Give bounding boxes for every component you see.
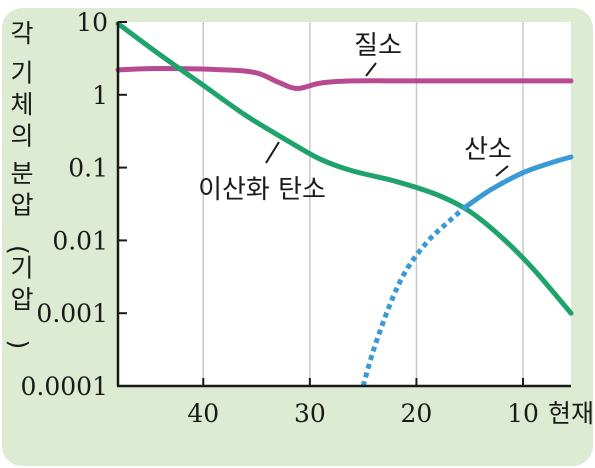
- plot-area: [118, 22, 571, 386]
- x-tick-label: 20: [401, 399, 433, 428]
- y-tick-label: 10: [76, 8, 108, 37]
- oxygen-leader-line: [495, 165, 509, 177]
- y-axis-title-char: ): [4, 340, 33, 350]
- axis-layer: [116, 22, 571, 388]
- y-tick-label: 0.001: [36, 299, 108, 328]
- oxygen-dotted-line: [360, 205, 467, 387]
- x-tick-label: 30: [294, 399, 326, 428]
- y-axis-title-char: 체: [10, 90, 33, 119]
- y-axis-title: 각 기 체 의 분 압(기 압): [4, 19, 33, 349]
- y-axis-title-char: 기: [10, 59, 33, 88]
- y-tick-label: 0.01: [52, 226, 108, 255]
- oxygen-label: 산소: [464, 135, 512, 165]
- y-axis-title-char: 기: [10, 254, 33, 283]
- series-layer: [115, 21, 574, 387]
- tick-layer: 40 30 20 10 10 1 0.1 0.01 0.001 0.0001: [21, 8, 539, 428]
- x-tick-label: 10: [507, 399, 539, 428]
- y-axis-title-char: 압: [10, 191, 33, 220]
- y-axis-title-char: 분: [10, 159, 33, 188]
- co2-leader-line: [265, 141, 280, 164]
- co2-line: [115, 21, 574, 316]
- y-tick-label: 0.0001: [21, 372, 108, 401]
- y-axis-title-char: 의: [10, 122, 33, 151]
- y-tick-label: 1: [92, 81, 108, 110]
- oxygen-solid-line: [461, 154, 574, 211]
- y-axis-title-char: (: [4, 245, 33, 255]
- y-tick-label: 0.1: [68, 154, 108, 183]
- co2-label: 이산화 탄소: [198, 175, 326, 205]
- nitrogen-leader-line: [365, 62, 377, 77]
- nitrogen-line: [115, 66, 574, 91]
- x-tick-label: 40: [187, 399, 219, 428]
- y-axis-title-char: 각: [10, 19, 33, 48]
- y-axis-title-char: 압: [10, 285, 33, 314]
- nitrogen-label: 질소: [354, 31, 402, 61]
- x-axis-suffix: 현재: [548, 399, 594, 428]
- label-layer: 각 기 체 의 분 압(기 압) 현재 질소 이산화 탄소 산소: [4, 19, 594, 428]
